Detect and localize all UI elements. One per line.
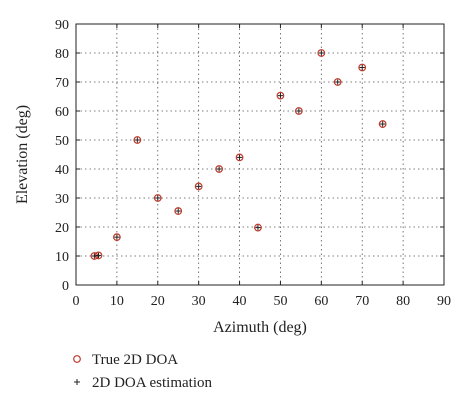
estimation-point — [318, 50, 324, 56]
legend-label-true-doa: True 2D DOA — [92, 352, 178, 368]
true-doa-point — [112, 233, 121, 242]
estimation-point — [380, 121, 386, 127]
y-tick-label: 50 — [55, 134, 69, 149]
y-tick-label: 10 — [55, 250, 69, 265]
estimation-point — [236, 154, 243, 160]
true-doa-point — [133, 136, 142, 144]
x-tick-label: 60 — [314, 294, 328, 309]
x-tick-label: 20 — [151, 294, 165, 309]
estimation-point — [196, 183, 202, 189]
y-axis-label: Elevation (deg) — [14, 105, 31, 204]
x-tick-label: 0 — [73, 294, 80, 309]
true-doa-point — [94, 251, 103, 260]
true-doa-point — [215, 165, 224, 173]
true-doa-point — [194, 182, 203, 191]
plot-frame — [75, 23, 445, 286]
true-doa-point — [235, 153, 244, 162]
x-tick-labels: 0 10 20 30 40 50 60 70 80 90 — [73, 294, 452, 309]
x-tick-label: 70 — [355, 294, 369, 309]
true-doa-point — [378, 120, 387, 128]
y-tick-labels: 0 10 20 30 40 50 60 70 80 90 — [55, 18, 69, 294]
y-tick-label: 80 — [55, 47, 69, 62]
y-tick-label: 20 — [55, 221, 69, 236]
x-tick-label: 40 — [233, 294, 247, 309]
true-doa-point — [333, 78, 342, 86]
estimation-point — [95, 252, 102, 259]
y-tick-label: 90 — [55, 18, 69, 33]
estimation-point — [175, 208, 181, 214]
estimation-point — [91, 253, 97, 259]
axis-ticks — [75, 23, 445, 286]
estimation-point — [277, 93, 284, 99]
true-doa-point — [254, 223, 262, 232]
true-doa-point — [358, 63, 367, 72]
y-tick-label: 70 — [55, 76, 69, 91]
estimation-point — [255, 224, 261, 231]
true-doa-point — [90, 252, 99, 260]
legend-marker-estimation — [74, 379, 80, 385]
x-tick-label: 10 — [110, 294, 124, 309]
legend-marker-true-doa — [73, 355, 81, 363]
y-tick-label: 0 — [62, 279, 69, 294]
legend-label-estimation: 2D DOA estimation — [92, 375, 212, 391]
x-axis-label: Azimuth (deg) — [213, 319, 307, 336]
y-tick-label: 30 — [55, 192, 69, 207]
x-tick-label: 80 — [396, 294, 410, 309]
x-tick-label: 30 — [192, 294, 206, 309]
estimation-point — [114, 234, 120, 240]
true-doa-point — [276, 91, 285, 100]
true-doa-point — [174, 207, 183, 215]
legend: True 2D DOA 2D DOA estimation — [73, 352, 212, 391]
estimation-point — [216, 166, 222, 172]
estimation-point — [296, 108, 302, 114]
true-doa-point — [294, 107, 303, 115]
estimation-point — [359, 64, 365, 71]
estimation-point — [155, 195, 161, 201]
estimation-point — [335, 79, 341, 85]
y-tick-label: 40 — [55, 163, 69, 178]
x-tick-label: 90 — [437, 294, 451, 309]
y-tick-label: 60 — [55, 105, 69, 120]
data-points — [90, 49, 387, 260]
grid — [76, 24, 444, 285]
x-tick-label: 50 — [273, 294, 287, 309]
true-doa-point — [153, 194, 162, 202]
estimation-point — [134, 137, 140, 143]
true-doa-point — [317, 49, 326, 57]
